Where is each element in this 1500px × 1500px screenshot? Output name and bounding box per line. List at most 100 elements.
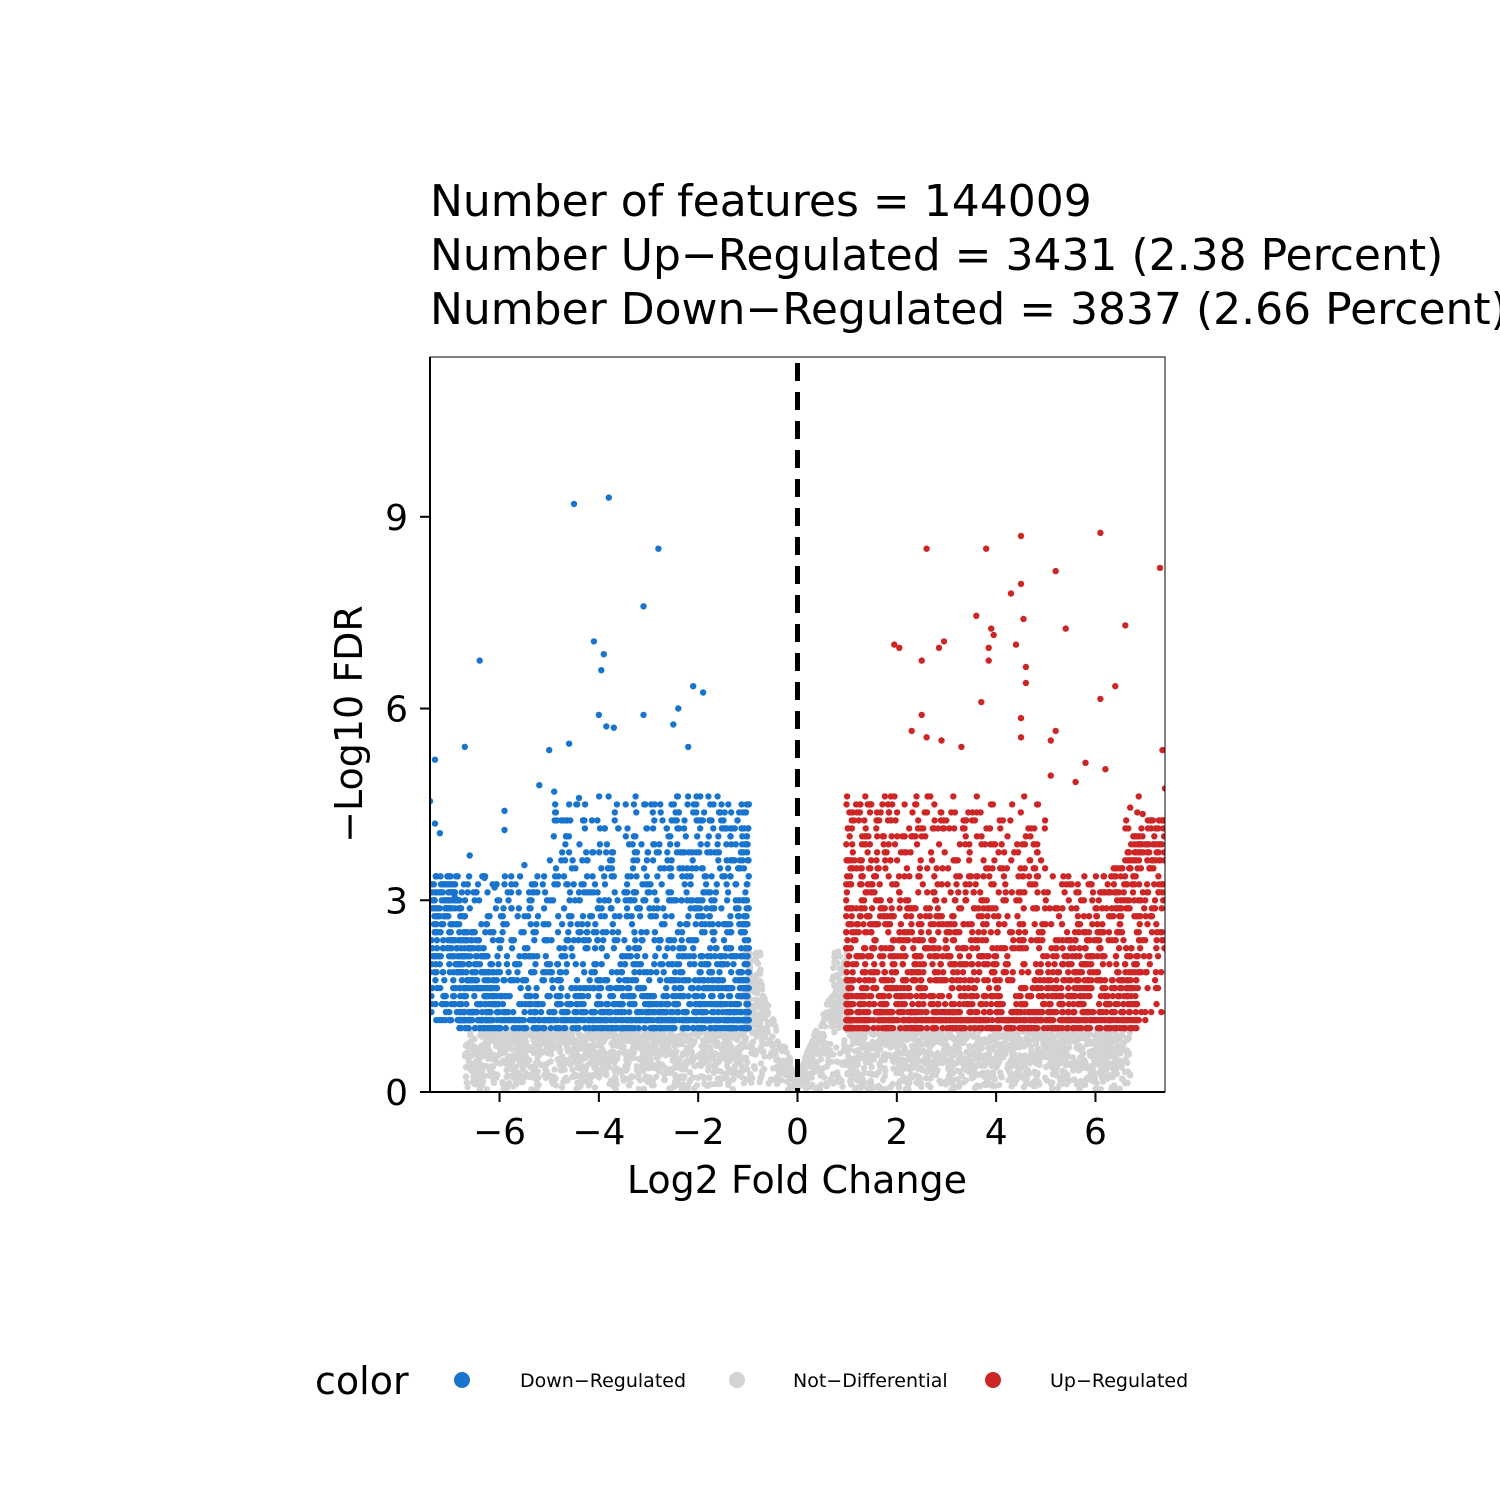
up-regulated-point [928, 857, 936, 864]
up-regulated-point [1132, 1008, 1140, 1016]
not-differential-point [1124, 1079, 1131, 1087]
down-regulated-point [649, 809, 656, 816]
not-differential-point [1113, 1047, 1120, 1054]
down-regulated-point [508, 977, 515, 984]
down-regulated-point [594, 889, 601, 896]
down-regulated-point [745, 1024, 752, 1032]
down-regulated-point [697, 841, 704, 848]
not-differential-point [586, 1043, 593, 1050]
down-regulated-point [658, 1000, 666, 1008]
not-differential-point [716, 1080, 724, 1088]
down-regulated-point [503, 921, 510, 928]
not-differential-point [774, 1038, 781, 1045]
down-regulated-point [742, 889, 749, 896]
down-regulated-point [543, 937, 550, 944]
not-differential-point [1048, 1050, 1055, 1057]
not-differential-point [691, 1063, 698, 1070]
not-differential-point [868, 1054, 875, 1062]
not-differential-point [875, 1082, 882, 1090]
down-regulated-point [632, 889, 640, 896]
down-regulated-point [464, 881, 471, 888]
not-differential-point [625, 1082, 633, 1089]
up-regulated-point [1065, 1000, 1073, 1008]
not-differential-point [609, 1051, 616, 1059]
up-regulated-point [966, 849, 973, 856]
not-differential-point [712, 1061, 720, 1068]
down-regulated-point [515, 889, 522, 896]
down-regulated-point [708, 817, 715, 824]
down-regulated-point [691, 961, 698, 968]
not-differential-point [637, 1044, 644, 1051]
down-regulated-point [714, 793, 721, 800]
down-regulated-point [528, 953, 535, 960]
not-differential-point [814, 1041, 821, 1048]
down-regulated-point [649, 857, 657, 864]
down-regulated-point [745, 801, 752, 808]
down-regulated-point [528, 897, 535, 904]
not-differential-point [861, 1069, 868, 1077]
not-differential-point [612, 1081, 620, 1088]
down-regulated-point [594, 937, 601, 944]
up-regulated-point [1017, 809, 1024, 816]
down-regulated-point [681, 817, 688, 824]
not-differential-point [848, 1071, 855, 1079]
down-regulated-point [681, 881, 688, 888]
not-differential-point [744, 1059, 751, 1066]
down-regulated-point [708, 905, 715, 912]
down-regulated-point [627, 873, 635, 880]
down-regulated-point [697, 1000, 704, 1008]
down-regulated-point [736, 1008, 743, 1016]
not-differential-point [1103, 1066, 1110, 1074]
down-regulated-point [710, 937, 717, 944]
down-regulated-point [575, 937, 582, 944]
up-regulated-point [969, 929, 976, 936]
down-regulated-point [634, 857, 641, 864]
down-regulated-point [569, 953, 576, 960]
not-differential-point [763, 1040, 771, 1047]
down-regulated-point [721, 809, 728, 816]
not-differential-point [995, 1081, 1003, 1089]
down-regulated-point [651, 817, 658, 824]
not-differential-point [906, 1079, 913, 1087]
down-regulated-point [655, 1008, 662, 1016]
down-regulated-point [560, 817, 567, 824]
down-regulated-point [592, 921, 599, 928]
down-regulated-point [707, 849, 714, 856]
down-regulated-point [738, 992, 745, 1000]
not-differential-point [708, 1052, 716, 1060]
down-regulated-point [573, 1024, 580, 1032]
down-regulated-point [682, 833, 689, 840]
not-differential-point [965, 1054, 973, 1061]
down-regulated-point [586, 1024, 593, 1032]
not-differential-point [895, 1079, 903, 1087]
down-regulated-point [684, 793, 692, 800]
down-regulated-point [665, 937, 672, 944]
up-regulated-point [954, 969, 961, 976]
not-differential-point [777, 1058, 784, 1065]
not-differential-point [787, 1082, 794, 1090]
up-regulated-point [950, 793, 957, 800]
not-differential-point [966, 1043, 973, 1050]
down-regulated-point [518, 929, 525, 936]
down-regulated-point [741, 809, 748, 816]
down-regulated-point [725, 992, 733, 1000]
down-regulated-point [532, 1008, 540, 1016]
down-regulated-point [555, 913, 562, 920]
down-regulated-point [495, 961, 502, 968]
down-regulated-point [734, 1016, 741, 1024]
down-regulated-point [649, 825, 657, 832]
not-differential-point [656, 1037, 664, 1044]
down-regulated-point [462, 1024, 470, 1032]
down-regulated-point [611, 889, 618, 896]
down-regulated-point [710, 825, 717, 832]
down-regulated-point [695, 984, 702, 992]
down-regulated-point [649, 913, 656, 920]
down-regulated-point [667, 1008, 674, 1016]
up-regulated-point [843, 897, 850, 904]
down-regulated-point [492, 905, 500, 912]
down-regulated-point [723, 881, 730, 888]
down-regulated-point [690, 937, 698, 944]
down-regulated-point [622, 1024, 629, 1032]
down-regulated-point [610, 945, 618, 952]
down-regulated-point [540, 969, 547, 976]
